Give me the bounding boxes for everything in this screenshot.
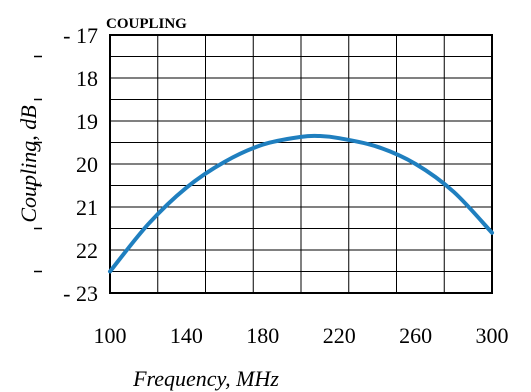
x-tick-label: 300 xyxy=(476,323,509,348)
chart-title: COUPLING xyxy=(106,16,187,32)
x-tick-label: 260 xyxy=(399,323,432,348)
series-line-coupling xyxy=(108,133,494,274)
x-tick-label: 220 xyxy=(323,323,356,348)
x-axis: 100 140 180 220 260 300 xyxy=(94,323,509,348)
grid xyxy=(110,35,492,293)
plot-frame xyxy=(109,34,493,294)
y-tick-label: 20 xyxy=(76,152,98,177)
y-tick-label: 19 xyxy=(76,109,98,134)
y-tick-label: 21 xyxy=(76,195,98,220)
x-tick-label: 100 xyxy=(94,323,127,348)
y-tick-label: 18 xyxy=(76,66,98,91)
y-tick-label: - 23 xyxy=(63,281,98,306)
x-tick-label: 140 xyxy=(170,323,203,348)
y-axis-title: Coupling, dB xyxy=(16,105,41,222)
y-tick-label: - 17 xyxy=(63,23,98,48)
y-tick-label: 22 xyxy=(76,238,98,263)
x-axis-title: Frequency, MHz xyxy=(132,366,279,391)
y-axis: - 17 18 19 20 21 22 - 23 xyxy=(34,23,98,306)
x-tick-label: 180 xyxy=(246,323,279,348)
